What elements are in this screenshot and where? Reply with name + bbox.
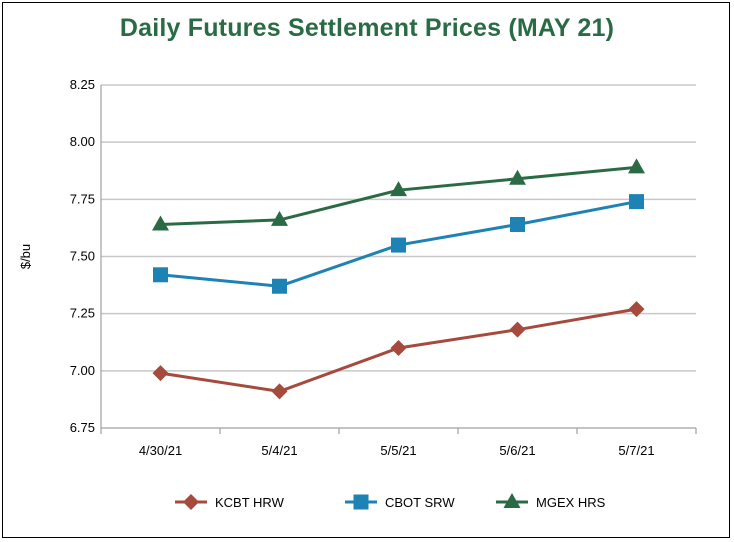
y-tick-label: 8.00 [70, 134, 95, 149]
y-tick-label: 7.50 [70, 249, 95, 264]
y-tick-label: 6.75 [70, 420, 95, 435]
legend-label: CBOT SRW [385, 495, 455, 510]
data-point-cbot-srw [272, 278, 287, 294]
data-point-mgex-hrs [271, 210, 288, 226]
legend-marker [503, 493, 521, 508]
x-tick-label: 5/4/21 [261, 443, 297, 458]
y-tick-label: 8.25 [70, 77, 95, 92]
y-tick-label: 7.25 [70, 306, 95, 321]
legend-item-kcbt-hrw: KCBT HRW [175, 494, 285, 510]
data-point-cbot-srw [510, 216, 525, 232]
x-tick-label: 5/7/21 [618, 443, 654, 458]
data-point-cbot-srw [391, 237, 406, 253]
series-cbot-srw [153, 194, 644, 294]
data-point-cbot-srw [153, 267, 168, 283]
data-point-mgex-hrs [390, 181, 407, 197]
data-point-mgex-hrs [152, 215, 169, 231]
data-point-mgex-hrs [509, 169, 526, 185]
legend-label: MGEX HRS [536, 495, 606, 510]
y-tick-label: 7.75 [70, 191, 95, 206]
x-tick-label: 4/30/21 [139, 443, 182, 458]
legend-marker [353, 494, 369, 510]
data-point-kcbt-hrw [152, 365, 169, 382]
series-mgex-hrs [152, 158, 645, 231]
legend: KCBT HRW CBOT SRW MGEX HRS [175, 493, 606, 510]
series-kcbt-hrw [152, 301, 645, 400]
data-point-kcbt-hrw [509, 321, 526, 338]
x-tick-labels: 4/30/21 5/4/21 5/5/21 5/6/21 5/7/21 [139, 443, 655, 458]
data-point-kcbt-hrw [271, 383, 288, 400]
legend-item-mgex-hrs: MGEX HRS [496, 493, 606, 510]
x-tick-label: 5/6/21 [499, 443, 535, 458]
legend-label: KCBT HRW [215, 495, 285, 510]
data-point-kcbt-hrw [390, 339, 407, 356]
x-tick-label: 5/5/21 [380, 443, 416, 458]
chart-title: Daily Futures Settlement Prices (MAY 21) [119, 14, 615, 42]
series-lines [152, 158, 645, 400]
y-axis-label: $/bu [18, 244, 33, 269]
data-point-mgex-hrs [628, 158, 645, 174]
y-tick-label: 7.00 [70, 363, 95, 378]
data-point-cbot-srw [629, 194, 644, 210]
axes [100, 85, 697, 434]
y-tick-labels: 6.75 7.00 7.25 7.50 7.75 8.00 8.25 [70, 77, 95, 435]
legend-marker [183, 494, 199, 510]
grid-lines [101, 84, 696, 372]
legend-item-cbot-srw: CBOT SRW [345, 494, 455, 510]
data-point-kcbt-hrw [628, 301, 645, 318]
